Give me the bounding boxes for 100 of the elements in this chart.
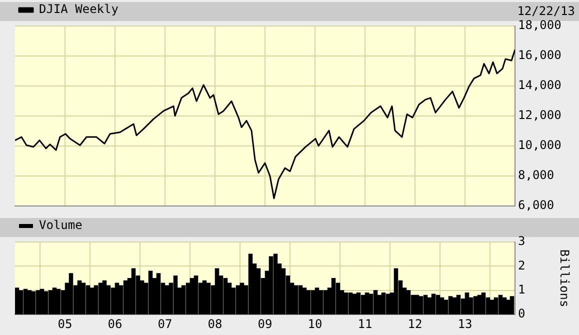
bar bbox=[223, 278, 228, 314]
y-tick-label: 10,000 bbox=[518, 138, 562, 152]
bar bbox=[86, 285, 90, 314]
bar bbox=[444, 300, 448, 314]
bar bbox=[240, 282, 244, 314]
text: 12/22/13 bbox=[517, 4, 575, 18]
y-tick-label: 6,000 bbox=[518, 198, 554, 212]
bar bbox=[94, 285, 98, 314]
bar bbox=[90, 288, 94, 314]
bar bbox=[331, 278, 336, 314]
bar bbox=[356, 292, 361, 314]
bar bbox=[464, 292, 470, 314]
bar bbox=[456, 294, 461, 314]
y-tick-label: 3 bbox=[518, 234, 526, 248]
bar bbox=[214, 268, 220, 314]
y-tick-label: 16,000 bbox=[518, 48, 562, 62]
bar bbox=[510, 296, 514, 314]
x-tick-label: 05 bbox=[58, 316, 72, 331]
bar bbox=[502, 297, 507, 314]
x-tick-label: 13 bbox=[458, 316, 472, 331]
bar bbox=[56, 288, 61, 314]
y-tick-label: 0 bbox=[518, 306, 526, 321]
bar bbox=[452, 297, 457, 314]
bar bbox=[368, 294, 374, 314]
bar bbox=[123, 280, 128, 314]
bar bbox=[490, 300, 494, 314]
bar bbox=[423, 294, 428, 314]
bar bbox=[431, 294, 436, 314]
y-tick-label: 12,000 bbox=[518, 108, 562, 122]
bar bbox=[314, 288, 320, 314]
x-tick-label: 10 bbox=[308, 316, 322, 331]
bar bbox=[102, 280, 107, 314]
legend-label: Volume bbox=[39, 218, 82, 232]
bar bbox=[156, 273, 161, 314]
x-tick-label: 08 bbox=[208, 316, 222, 331]
bar bbox=[114, 282, 120, 314]
x-tick-label: 11 bbox=[358, 316, 372, 331]
bar bbox=[448, 296, 453, 314]
bar bbox=[306, 290, 311, 314]
bar bbox=[364, 292, 370, 314]
y-tick-label: 2 bbox=[518, 258, 526, 272]
bar bbox=[436, 294, 440, 314]
legend-label: DJIA Weekly bbox=[39, 2, 118, 16]
bar bbox=[52, 288, 57, 314]
bar bbox=[31, 291, 36, 314]
bar bbox=[498, 294, 503, 314]
bar bbox=[236, 285, 240, 314]
bar bbox=[381, 292, 386, 314]
bar bbox=[348, 292, 353, 314]
x-tick-label: 09 bbox=[258, 316, 272, 331]
y-axis-title: Billions bbox=[558, 249, 572, 308]
bar bbox=[206, 282, 211, 314]
bar bbox=[77, 280, 82, 314]
bar bbox=[190, 278, 194, 314]
bar bbox=[81, 282, 86, 314]
bar bbox=[310, 290, 316, 314]
bar bbox=[302, 288, 307, 314]
bar bbox=[418, 296, 424, 314]
bar bbox=[406, 290, 411, 314]
bar bbox=[68, 273, 74, 314]
bar bbox=[202, 280, 207, 314]
bar bbox=[440, 297, 444, 314]
bar bbox=[40, 288, 44, 314]
bar bbox=[386, 294, 390, 314]
bar bbox=[373, 290, 378, 314]
bar bbox=[18, 290, 24, 314]
y-tick-label: 14,000 bbox=[518, 78, 562, 92]
bar bbox=[481, 292, 486, 314]
bar bbox=[48, 290, 53, 314]
bar bbox=[298, 285, 303, 314]
y-tick-label: 1 bbox=[518, 282, 526, 297]
bar bbox=[273, 254, 278, 314]
bar bbox=[194, 276, 198, 314]
bar bbox=[36, 290, 40, 314]
bar bbox=[414, 294, 420, 314]
bar bbox=[164, 285, 170, 314]
y-tick-label: 8,000 bbox=[518, 168, 554, 182]
bar bbox=[148, 270, 153, 314]
bar bbox=[344, 292, 348, 314]
bar bbox=[181, 285, 186, 314]
y-tick-label: 18,000 bbox=[518, 18, 562, 32]
bar bbox=[15, 288, 20, 314]
bar bbox=[360, 294, 366, 314]
bar bbox=[98, 282, 103, 314]
x-tick-label: 07 bbox=[158, 316, 172, 331]
bar bbox=[352, 294, 357, 314]
bar bbox=[473, 296, 478, 314]
bar bbox=[294, 285, 298, 314]
bar bbox=[173, 276, 178, 314]
x-tick-label: 06 bbox=[108, 316, 122, 331]
bar bbox=[394, 268, 398, 314]
bar bbox=[248, 254, 253, 314]
bar bbox=[268, 256, 274, 314]
bar bbox=[44, 291, 48, 314]
bar bbox=[131, 268, 136, 314]
bar bbox=[318, 290, 324, 314]
bar bbox=[477, 294, 482, 314]
x-tick-label: 12 bbox=[408, 316, 422, 331]
bar bbox=[494, 297, 498, 314]
bar bbox=[23, 288, 28, 314]
